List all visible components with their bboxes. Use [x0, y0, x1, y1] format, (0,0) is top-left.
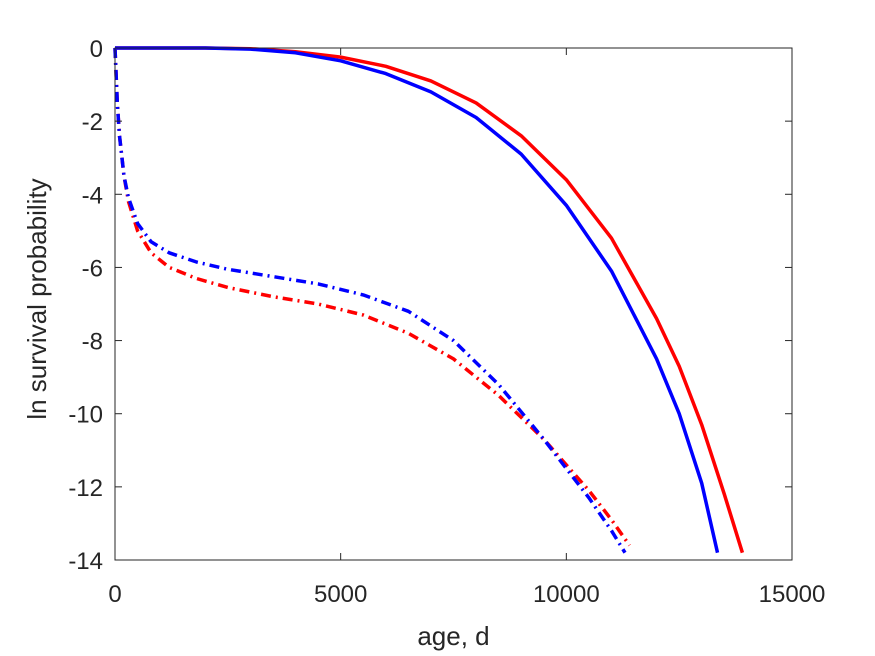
x-tick-label: 10000	[533, 581, 600, 608]
y-tick-label: -4	[82, 182, 103, 209]
y-tick-label: 0	[90, 36, 103, 63]
y-tick-label: -6	[82, 255, 103, 282]
y-tick-label: -8	[82, 329, 103, 356]
plot-area	[115, 48, 792, 560]
plot-frame	[114, 47, 793, 561]
x-axis-title: age, d	[417, 621, 489, 651]
x-tick-label: 5000	[314, 581, 367, 608]
y-tick-label: -2	[82, 109, 103, 136]
series-line-4	[113, 47, 627, 554]
y-axis-title: ln survival probability	[22, 178, 52, 419]
y-tick-label: -12	[68, 475, 103, 502]
y-tick-label: -10	[68, 402, 103, 429]
y-tick-label: -14	[68, 548, 103, 575]
x-tick-label: 0	[108, 581, 121, 608]
x-tick-label: 15000	[759, 581, 826, 608]
series-line-2	[115, 46, 720, 554]
ticks-layer: 0 5000 10000 15000 0 -2 -4 -6 -8 -10 -12 -14	[68, 36, 825, 608]
